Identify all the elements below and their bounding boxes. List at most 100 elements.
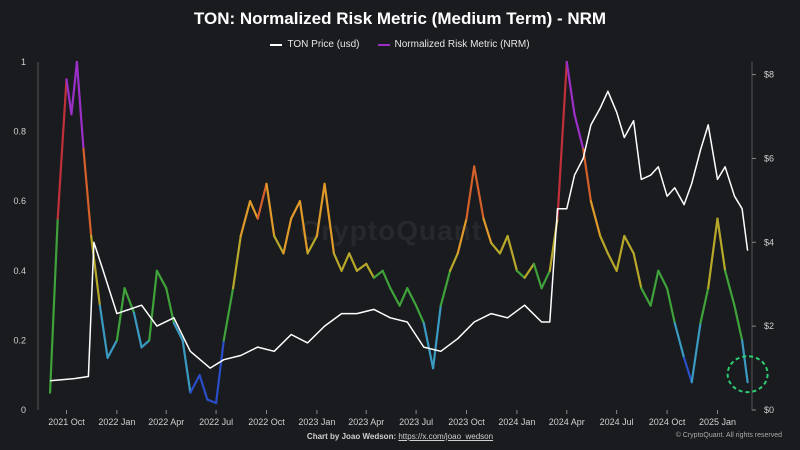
nrm-segment [498, 234, 509, 255]
nrm-segment [372, 269, 384, 279]
nrm-segment [515, 269, 526, 279]
nrm-segment [716, 217, 727, 272]
y-left-tick-label: 0.6 [13, 196, 26, 206]
nrm-segment [172, 321, 184, 342]
nrm-segment [282, 217, 293, 255]
nrm-segment [456, 217, 468, 255]
y-left-tick-label: 0 [21, 405, 26, 415]
nrm-segment [582, 147, 592, 203]
nrm-segment [90, 234, 102, 307]
x-tick-label: 2022 Oct [248, 417, 285, 427]
nrm-segment [155, 269, 168, 290]
y-left-tick-label: 0.4 [13, 266, 26, 276]
nrm-segment [398, 287, 409, 307]
nrm-segment [206, 398, 218, 405]
nrm-segment [189, 374, 201, 394]
nrm-segment [115, 287, 126, 342]
nrm-segment [565, 60, 576, 116]
y-right-tick-label: $8 [764, 70, 774, 80]
nrm-segment [140, 339, 151, 349]
nrm-segment [406, 287, 418, 307]
nrm-segment [599, 234, 609, 255]
x-tick-label: 2025 Jan [699, 417, 736, 427]
nrm-segment [422, 321, 435, 370]
nrm-segment [231, 234, 242, 290]
x-tick-label: 2023 Apr [348, 417, 384, 427]
nrm-segment [70, 60, 79, 116]
x-tick-label: 2022 Jan [98, 417, 135, 427]
nrm-segment [707, 217, 719, 290]
y-right-tick-label: $2 [764, 321, 774, 331]
nrm-segment [265, 182, 276, 238]
nrm-segment [699, 287, 710, 325]
nrm-segment [365, 262, 376, 279]
legend-swatch-nrm [377, 43, 390, 46]
chart-legend: TON Price (usd) Normalized Risk Metric (… [0, 39, 800, 50]
nrm-segment [657, 269, 669, 290]
nrm-segment [214, 339, 225, 405]
nrm-segment [506, 234, 519, 272]
nrm-segment [239, 200, 252, 238]
legend-label-nrm: Normalized Risk Metric (NRM) [394, 39, 530, 50]
x-tick-label: 2024 Oct [649, 417, 686, 427]
nrm-segment [273, 234, 285, 255]
nrm-segment [306, 234, 319, 255]
nrm-segment [65, 78, 73, 116]
footer-link[interactable]: https://x.com/joao_wedson [398, 432, 494, 441]
nrm-segment [198, 374, 209, 401]
nrm-segment [48, 217, 59, 394]
nrm-segment [741, 339, 749, 384]
nrm-segment [673, 321, 686, 359]
nrm-segment [640, 287, 652, 307]
x-tick-label: 2022 Apr [148, 417, 184, 427]
legend-item-price[interactable]: TON Price (usd) [270, 39, 360, 50]
nrm-segment [482, 217, 493, 245]
nrm-segment [623, 234, 635, 255]
nrm-segment [389, 287, 401, 307]
price-series [50, 90, 749, 382]
y-left-tick-label: 0.2 [13, 335, 26, 345]
nrm-segment [323, 182, 336, 255]
nrm-segment [348, 252, 359, 272]
nrm-segment [690, 321, 702, 384]
legend-item-nrm[interactable]: Normalized Risk Metric (NRM) [377, 39, 530, 50]
nrm-segment [355, 262, 368, 272]
x-tick-label: 2023 Jan [298, 417, 335, 427]
nrm-segment [431, 304, 442, 370]
legend-label-price: TON Price (usd) [287, 39, 360, 50]
x-tick-label: 2024 Jan [498, 417, 535, 427]
nrm-segment [256, 182, 268, 220]
nrm-segment [332, 252, 343, 272]
x-tick-label: 2021 Oct [48, 417, 85, 427]
nrm-segment [248, 200, 259, 220]
nrm-segment [439, 269, 452, 307]
y-left-tick-label: 0.8 [13, 127, 26, 137]
nrm-segment [523, 262, 536, 279]
nrm-segment [340, 252, 351, 272]
chart-title: TON: Normalized Risk Metric (Medium Term… [193, 9, 607, 28]
chart-annotation [726, 355, 769, 394]
nrm-series [48, 60, 749, 405]
highlight-circle [726, 355, 769, 394]
nrm-segment [665, 287, 676, 325]
nrm-segment [448, 252, 459, 272]
nrm-segment [222, 287, 235, 342]
chart-axes: 0 0.2 0.4 0.6 0.8 1 $0 $2 $4 $6 $8 2021 Oct 2022 Jan… [13, 57, 774, 427]
nrm-segment [733, 304, 744, 342]
nrm-segment [181, 339, 192, 394]
nrm-segment [490, 241, 502, 255]
nrm-segment [381, 269, 392, 290]
nrm-segment [132, 311, 143, 349]
nrm-segment [682, 356, 693, 384]
nrm-segment [556, 60, 568, 220]
nrm-segment [473, 165, 485, 220]
nrm-segment [82, 147, 93, 238]
y-right-tick-label: $4 [764, 237, 774, 247]
x-tick-label: 2022 Jul [199, 417, 233, 427]
footer-credit: Chart by Joao Wedson: [306, 432, 397, 441]
nrm-segment [98, 304, 109, 359]
nrm-segment [298, 200, 309, 255]
nrm-segment [165, 287, 175, 325]
x-tick-label: 2024 Jul [600, 417, 634, 427]
